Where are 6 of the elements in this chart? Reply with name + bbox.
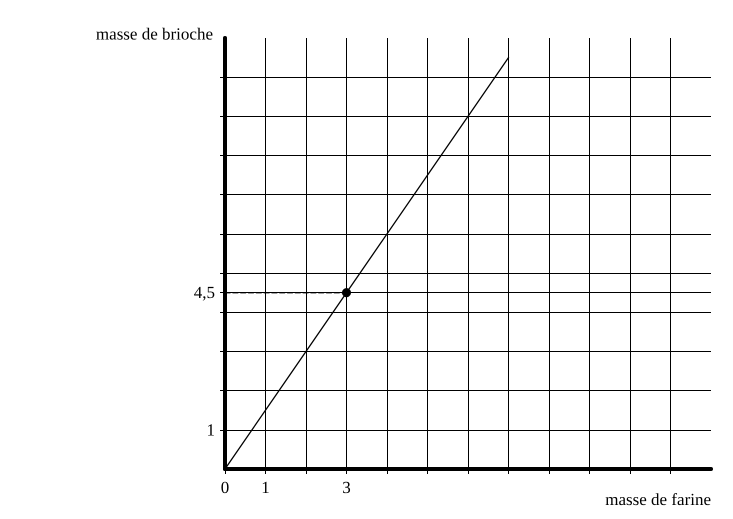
x-tick-label: 1 [261, 478, 270, 497]
x-axis-title: masse de farine [605, 490, 711, 509]
x-tick-label: 0 [220, 478, 230, 497]
y-axis-title: masse de brioche [96, 24, 213, 44]
x-tick-label: 3 [342, 478, 351, 497]
y-tick-label: 4,5 [194, 283, 215, 302]
